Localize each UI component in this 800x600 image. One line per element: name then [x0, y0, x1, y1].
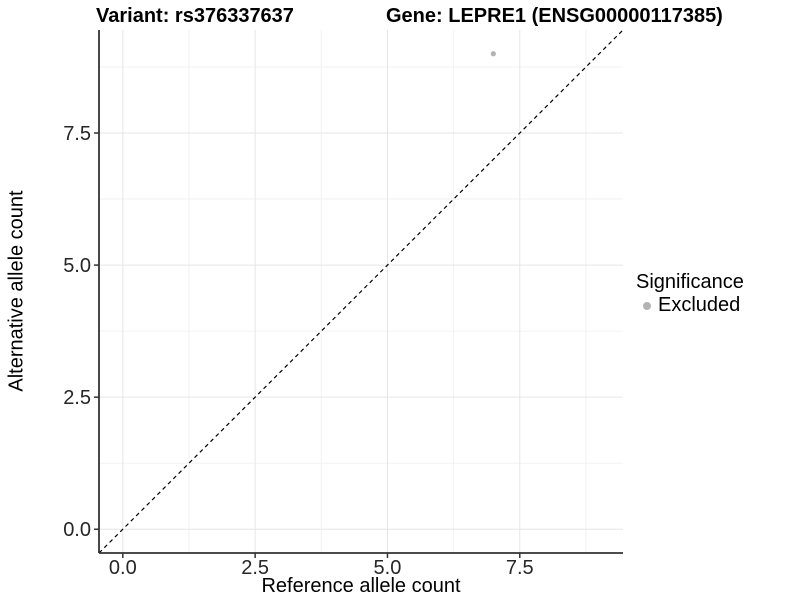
x-tick-label: 5.0 [374, 557, 402, 579]
x-tick-label: 0.0 [109, 557, 137, 579]
y-tick-label: 7.5 [63, 123, 91, 145]
identity-dashed-line [98, 29, 624, 554]
legend-item-excluded: Excluded [636, 294, 796, 317]
legend-point-icon [643, 301, 651, 310]
y-axis-title: Alternative allele count [5, 190, 28, 392]
x-tick-label: 2.5 [241, 557, 269, 579]
x-axis-title: Reference allele count [261, 575, 461, 597]
legend: Significance Excluded [636, 271, 796, 317]
y-tick-label: 0.0 [63, 519, 91, 541]
y-tick-label: 5.0 [63, 255, 91, 277]
plot-title-variant: Variant: rs376337637 [96, 5, 294, 27]
plot-title-gene: Gene: LEPRE1 (ENSG00000117385) [386, 5, 723, 27]
y-tick-label: 2.5 [63, 387, 91, 409]
data-point [490, 51, 496, 57]
legend-title: Significance [636, 271, 744, 293]
x-tick-label: 7.5 [506, 557, 534, 579]
legend-item-label: Excluded [658, 294, 741, 316]
